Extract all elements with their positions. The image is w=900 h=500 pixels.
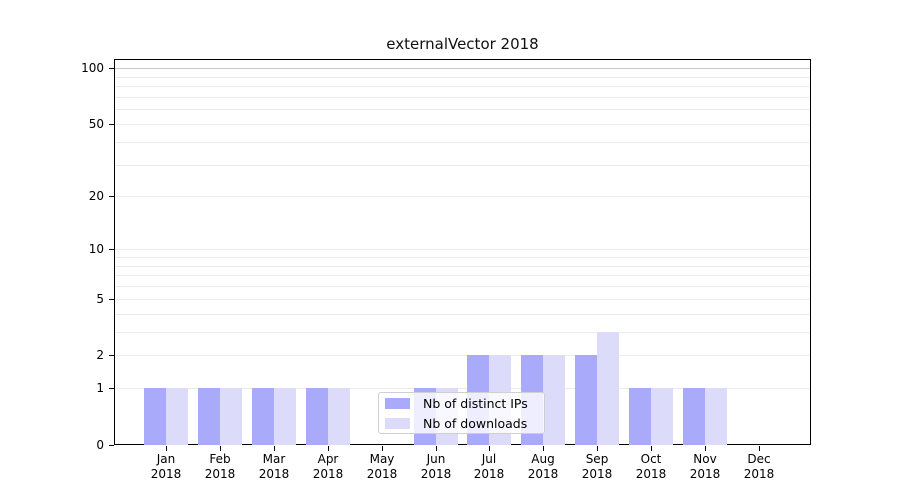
y-tick-mark bbox=[109, 355, 114, 356]
x-tick-mark bbox=[651, 446, 652, 451]
x-tick-label: Jan 2018 bbox=[150, 452, 182, 481]
y-gridline bbox=[115, 165, 810, 166]
y-tick-mark bbox=[109, 388, 114, 389]
bar-distinct-ips bbox=[198, 388, 220, 445]
legend-swatch-distinct-ips bbox=[385, 397, 410, 409]
y-tick-label: 10 bbox=[88, 242, 104, 256]
y-gridline bbox=[115, 275, 810, 276]
bar-distinct-ips bbox=[144, 388, 166, 445]
x-tick-label: Apr 2018 bbox=[312, 452, 344, 481]
bar-downloads bbox=[705, 388, 727, 445]
bar-distinct-ips bbox=[575, 355, 597, 445]
bar-downloads bbox=[543, 355, 565, 445]
x-tick-label: Jul 2018 bbox=[473, 452, 505, 481]
bar-downloads bbox=[220, 388, 242, 445]
x-tick-label: Dec 2018 bbox=[743, 452, 775, 481]
bar-downloads bbox=[328, 388, 350, 445]
bar-downloads bbox=[274, 388, 296, 445]
x-tick-label: Jun 2018 bbox=[420, 452, 452, 481]
y-gridline bbox=[115, 97, 810, 98]
y-gridline bbox=[115, 355, 810, 356]
y-gridline bbox=[115, 142, 810, 143]
y-tick-label: 1 bbox=[96, 381, 104, 395]
chart-title: externalVector 2018 bbox=[386, 35, 539, 53]
x-tick-label: Mar 2018 bbox=[258, 452, 290, 481]
x-tick-label: Feb 2018 bbox=[204, 452, 236, 481]
y-tick-mark bbox=[109, 68, 114, 69]
y-gridline bbox=[115, 314, 810, 315]
x-tick-mark bbox=[166, 446, 167, 451]
bar-distinct-ips bbox=[306, 388, 328, 445]
y-tick-mark bbox=[109, 124, 114, 125]
x-tick-label: Nov 2018 bbox=[689, 452, 721, 481]
y-gridline bbox=[115, 77, 810, 78]
y-tick-label: 2 bbox=[96, 348, 104, 362]
y-gridline bbox=[115, 257, 810, 258]
y-tick-label: 100 bbox=[81, 61, 104, 75]
x-tick-label: Aug 2018 bbox=[527, 452, 559, 481]
y-gridline bbox=[115, 332, 810, 333]
y-gridline bbox=[115, 286, 810, 287]
y-tick-label: 20 bbox=[88, 189, 104, 203]
x-tick-mark bbox=[220, 446, 221, 451]
x-tick-label: Oct 2018 bbox=[635, 452, 667, 481]
legend-label-downloads: Nb of downloads bbox=[423, 415, 528, 431]
x-tick-mark bbox=[759, 446, 760, 451]
y-tick-label: 5 bbox=[96, 292, 104, 306]
y-gridline bbox=[115, 299, 810, 300]
legend-item-distinct-ips: Nb of distinct IPs bbox=[385, 395, 538, 412]
bar-downloads bbox=[651, 388, 673, 445]
x-tick-mark bbox=[705, 446, 706, 451]
plot-area bbox=[114, 59, 811, 445]
y-gridline bbox=[115, 86, 810, 87]
y-tick-mark bbox=[109, 249, 114, 250]
legend: Nb of distinct IPs Nb of downloads bbox=[378, 392, 545, 434]
x-tick-mark bbox=[328, 446, 329, 451]
y-gridline bbox=[115, 68, 810, 69]
y-tick-label: 0 bbox=[96, 438, 104, 452]
x-tick-mark bbox=[436, 446, 437, 451]
y-gridline bbox=[115, 109, 810, 110]
x-tick-label: Sep 2018 bbox=[581, 452, 613, 481]
y-tick-mark bbox=[109, 445, 114, 446]
x-tick-mark bbox=[489, 446, 490, 451]
y-gridline bbox=[115, 388, 810, 389]
legend-item-downloads: Nb of downloads bbox=[385, 415, 538, 432]
x-tick-mark bbox=[543, 446, 544, 451]
bar-downloads bbox=[166, 388, 188, 445]
bar-distinct-ips bbox=[252, 388, 274, 445]
bar-downloads bbox=[597, 332, 619, 445]
bar-distinct-ips bbox=[683, 388, 705, 445]
y-tick-mark bbox=[109, 196, 114, 197]
x-tick-mark bbox=[274, 446, 275, 451]
y-gridline bbox=[115, 196, 810, 197]
y-gridline bbox=[115, 249, 810, 250]
legend-label-distinct-ips: Nb of distinct IPs bbox=[423, 395, 528, 411]
x-tick-mark bbox=[382, 446, 383, 451]
y-gridline bbox=[115, 266, 810, 267]
x-tick-mark bbox=[597, 446, 598, 451]
bar-distinct-ips bbox=[629, 388, 651, 445]
y-tick-label: 50 bbox=[88, 117, 104, 131]
x-tick-label: May 2018 bbox=[366, 452, 398, 481]
legend-swatch-downloads bbox=[385, 417, 410, 429]
y-tick-mark bbox=[109, 299, 114, 300]
y-gridline bbox=[115, 124, 810, 125]
